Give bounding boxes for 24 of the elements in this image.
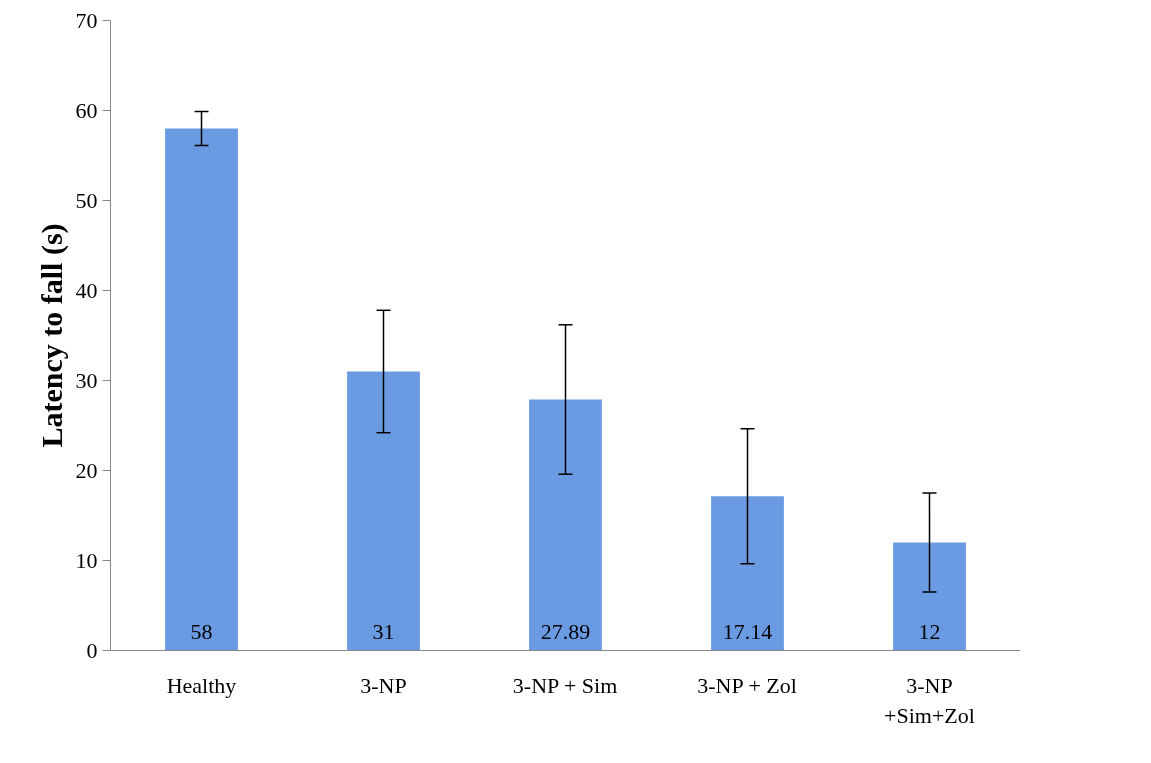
y-axis-title: Latency to fall (s) <box>34 223 69 448</box>
bar <box>347 371 420 651</box>
y-tick-label: 10 <box>75 547 98 573</box>
x-tick-label: 3-NP +Sim+Zol <box>884 672 975 728</box>
data-label: 31 <box>372 618 395 644</box>
x-tick-label: Healthy <box>166 672 237 698</box>
bar <box>893 542 966 651</box>
y-tick-label: 20 <box>75 457 98 483</box>
x-tick-label: 3-NP + Zol <box>697 672 797 698</box>
y-tick-label: 0 <box>86 637 98 663</box>
y-tick-label: 70 <box>75 7 98 33</box>
bar <box>529 399 602 651</box>
bar <box>711 496 784 651</box>
y-tick-label: 50 <box>75 187 98 213</box>
x-tick-label: 3-NP <box>360 672 407 698</box>
data-label: 58 <box>190 618 213 644</box>
y-tick-label: 30 <box>75 367 98 393</box>
y-tick-label: 40 <box>75 277 98 303</box>
x-tick-label: 3-NP + Sim <box>512 672 618 698</box>
y-tick-label: 60 <box>75 97 98 123</box>
data-label: 27.89 <box>540 618 591 644</box>
data-label: 17.14 <box>722 618 773 644</box>
data-label: 12 <box>918 618 941 644</box>
bar <box>165 128 238 651</box>
